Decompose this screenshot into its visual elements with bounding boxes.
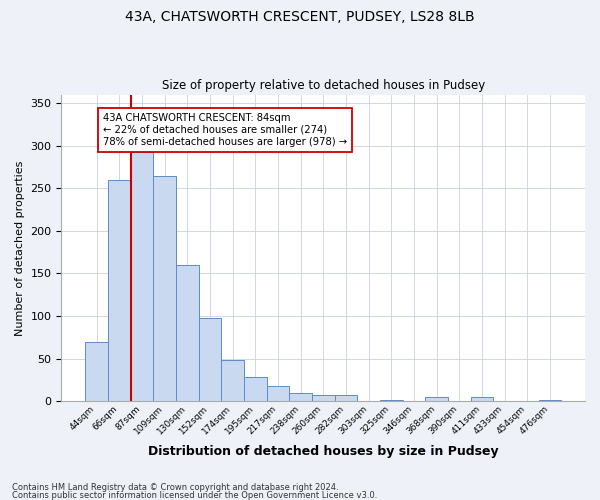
Bar xyxy=(380,400,403,402)
Bar xyxy=(221,360,244,402)
Bar xyxy=(335,396,357,402)
Title: Size of property relative to detached houses in Pudsey: Size of property relative to detached ho… xyxy=(161,79,485,92)
Bar xyxy=(312,396,335,402)
Bar xyxy=(425,397,448,402)
Text: 43A, CHATSWORTH CRESCENT, PUDSEY, LS28 8LB: 43A, CHATSWORTH CRESCENT, PUDSEY, LS28 8… xyxy=(125,10,475,24)
Bar xyxy=(266,386,289,402)
Bar xyxy=(289,393,312,402)
Bar xyxy=(244,378,266,402)
Bar xyxy=(131,152,153,402)
Bar xyxy=(108,180,131,402)
Text: 43A CHATSWORTH CRESCENT: 84sqm
← 22% of detached houses are smaller (274)
78% of: 43A CHATSWORTH CRESCENT: 84sqm ← 22% of … xyxy=(103,114,347,146)
Bar xyxy=(539,400,561,402)
Y-axis label: Number of detached properties: Number of detached properties xyxy=(15,160,25,336)
Text: Contains public sector information licensed under the Open Government Licence v3: Contains public sector information licen… xyxy=(12,490,377,500)
Text: Contains HM Land Registry data © Crown copyright and database right 2024.: Contains HM Land Registry data © Crown c… xyxy=(12,484,338,492)
Bar xyxy=(199,318,221,402)
X-axis label: Distribution of detached houses by size in Pudsey: Distribution of detached houses by size … xyxy=(148,444,499,458)
Bar xyxy=(153,176,176,402)
Bar xyxy=(85,342,108,402)
Bar xyxy=(176,265,199,402)
Bar xyxy=(470,397,493,402)
